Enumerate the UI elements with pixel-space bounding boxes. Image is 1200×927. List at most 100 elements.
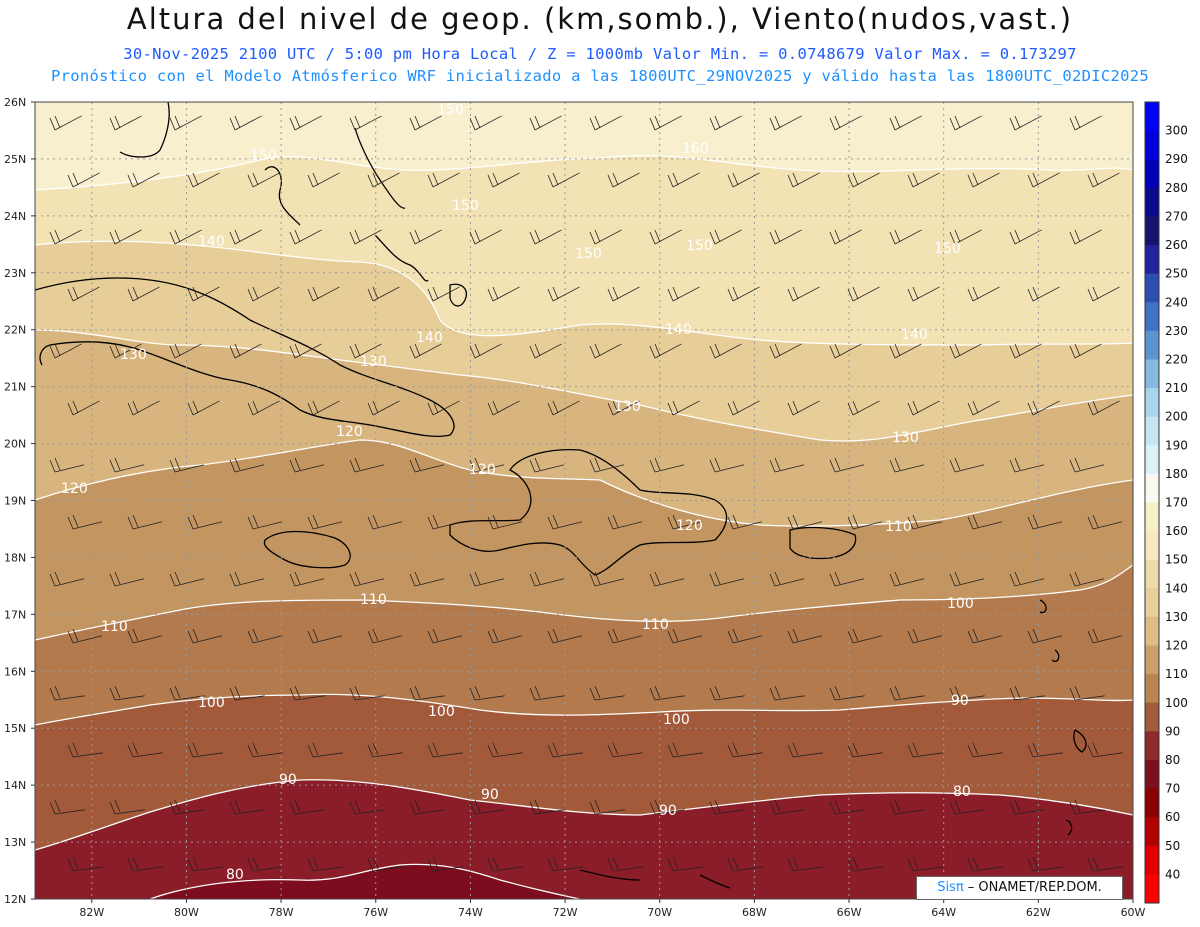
wind-barb — [109, 115, 142, 131]
wind-barb — [607, 286, 640, 302]
wind-barb — [787, 286, 820, 302]
wind-barb — [427, 172, 460, 188]
wind-barb — [49, 799, 85, 815]
lon-label: 74W — [458, 906, 483, 919]
wind-barb — [487, 628, 523, 644]
colorbar-label: 210 — [1165, 381, 1188, 395]
wind-barb — [109, 457, 145, 473]
contour-label: 110 — [101, 619, 128, 635]
valid-time-line: 30-Nov-2025 2100 UTC / 5:00 pm Hora Loca… — [123, 45, 1077, 63]
wind-barb — [967, 628, 1003, 644]
wind-barb — [247, 400, 280, 416]
colorbar-label: 150 — [1165, 553, 1188, 567]
wind-barb — [187, 400, 220, 416]
wind-barb — [409, 343, 442, 359]
wind-barb — [1009, 343, 1042, 359]
wind-barb — [247, 286, 280, 302]
wind-barb — [169, 115, 202, 131]
lon-label: 62W — [1026, 906, 1051, 919]
wind-barb — [187, 742, 223, 758]
wind-barb — [1027, 286, 1060, 302]
wind-barb — [889, 685, 925, 701]
wind-barb — [967, 400, 1000, 416]
contour-label: 80 — [953, 784, 971, 800]
colorbar-label: 270 — [1165, 209, 1188, 223]
contour-label: 160 — [682, 141, 709, 157]
lon-label: 76W — [363, 906, 388, 919]
wind-barb — [1069, 457, 1105, 473]
wind-barb — [1009, 457, 1045, 473]
wind-barb — [907, 172, 940, 188]
wind-barb — [367, 742, 403, 758]
wind-barb — [967, 514, 1003, 530]
wind-barb — [1009, 685, 1045, 701]
wind-barb — [229, 115, 262, 131]
wind-barb — [67, 514, 103, 530]
contour-label: 120 — [676, 518, 703, 534]
wind-barb — [409, 115, 442, 131]
lat-label: 14N — [4, 779, 26, 792]
wind-barb — [949, 685, 985, 701]
wind-barb — [589, 343, 622, 359]
wind-barb — [649, 115, 682, 131]
wind-barb — [829, 115, 862, 131]
wind-barb — [547, 514, 583, 530]
wind-barb — [349, 229, 382, 245]
lon-label: 78W — [269, 906, 294, 919]
colorbar-swatch — [1145, 273, 1159, 303]
wind-barb — [769, 571, 805, 587]
wind-barb — [247, 514, 283, 530]
wind-barb — [829, 799, 865, 815]
wind-barb — [727, 628, 763, 644]
wind-barb — [307, 856, 343, 872]
wind-barb — [307, 400, 340, 416]
wind-barb — [907, 628, 943, 644]
wind-barb — [289, 571, 325, 587]
wind-barb — [889, 571, 925, 587]
lat-label: 24N — [4, 210, 26, 223]
wind-barb — [67, 742, 103, 758]
wind-barb — [547, 172, 580, 188]
colorbar: 300 290 280 270 260 250 240 230 220 210 200 190 180 1… — [1144, 101, 1188, 904]
wind-barb — [727, 514, 763, 530]
contour-line-80 — [149, 863, 581, 899]
wind-barb — [169, 229, 202, 245]
wind-barb — [847, 514, 883, 530]
contour-lines — [35, 155, 1133, 899]
colorbar-label: 200 — [1165, 410, 1188, 424]
wind-barb — [1087, 856, 1123, 872]
wind-barb — [49, 457, 85, 473]
wind-barb — [589, 799, 625, 815]
wind-barb — [547, 628, 583, 644]
wind-barb — [49, 571, 85, 587]
wind-barb — [1027, 742, 1063, 758]
wind-barb — [1087, 286, 1120, 302]
wind-barb — [1069, 799, 1105, 815]
contour-label: 90 — [279, 772, 297, 788]
wind-barb — [829, 571, 865, 587]
wind-barb — [289, 115, 322, 131]
wind-barb — [529, 343, 562, 359]
latitude-labels: 26N 25N 24N 23N 22N 21N 20N 19N 18N 17N 16N 15N 14N 1… — [4, 96, 35, 906]
wind-barb — [247, 172, 280, 188]
lon-label: 70W — [647, 906, 672, 919]
wind-barb — [1069, 115, 1102, 131]
wind-barb — [769, 799, 805, 815]
wind-barb — [667, 286, 700, 302]
lat-label: 20N — [4, 438, 26, 451]
wind-barb — [787, 628, 823, 644]
wind-barb — [127, 172, 160, 188]
wind-barb — [487, 514, 523, 530]
colorbar-swatch — [1145, 531, 1159, 561]
contour-label: 110 — [885, 519, 912, 535]
colorbar-swatch — [1145, 616, 1159, 647]
colorbar-swatch — [1145, 359, 1159, 389]
colorbar-label: 80 — [1165, 753, 1180, 767]
wind-barb — [529, 799, 565, 815]
lat-label: 26N — [4, 96, 26, 109]
wind-barb — [727, 172, 760, 188]
colorbar-label: 100 — [1165, 696, 1188, 710]
wind-barb — [109, 685, 145, 701]
wind-barb — [907, 514, 943, 530]
